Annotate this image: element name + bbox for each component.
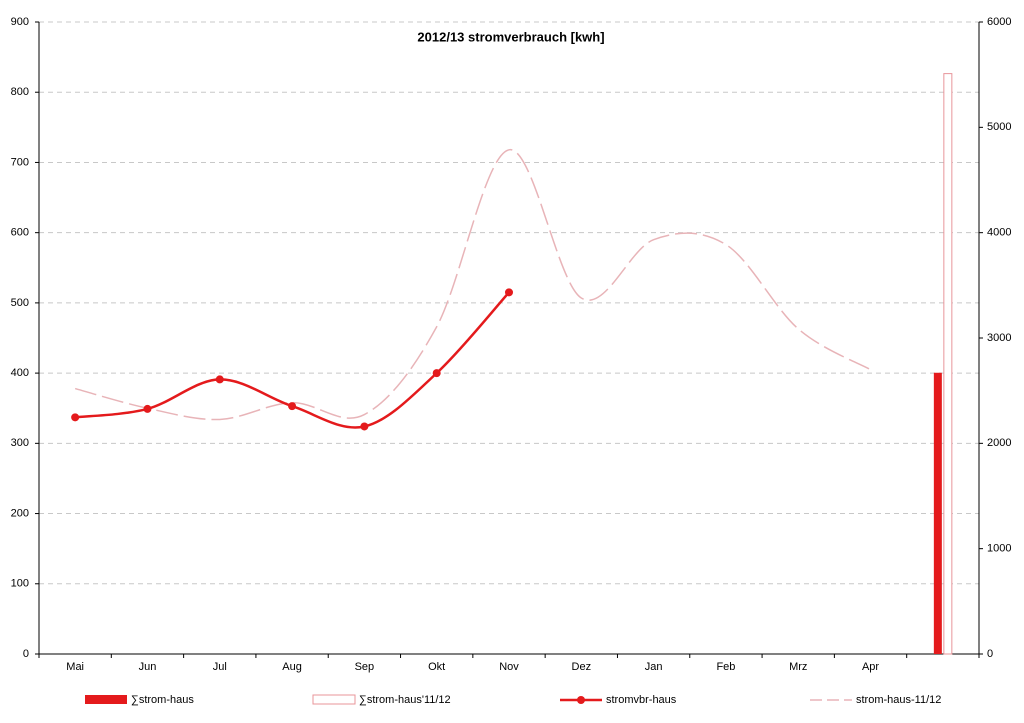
y2-tick-label: 1000	[987, 543, 1011, 555]
y2-tick-label: 5000	[987, 121, 1011, 133]
legend-label: stromvbr-haus	[606, 694, 677, 706]
line-marker	[143, 404, 152, 413]
x-tick-label: Jul	[213, 661, 227, 673]
x-tick-label: Nov	[499, 661, 519, 673]
line-marker	[360, 422, 369, 431]
line-marker	[215, 375, 224, 384]
y-tick-label: 300	[11, 437, 29, 449]
legend-label: ∑strom-haus'11/12	[359, 694, 451, 706]
x-tick-label: Dez	[572, 661, 592, 673]
x-tick-label: Mrz	[789, 661, 807, 673]
line-marker	[505, 288, 513, 297]
y-tick-label: 700	[11, 156, 29, 168]
legend-label: ∑strom-haus	[131, 694, 194, 706]
legend-marker	[577, 696, 585, 704]
x-tick-label: Jan	[645, 661, 663, 673]
y-tick-label: 800	[11, 86, 29, 98]
x-tick-label: Okt	[428, 661, 445, 673]
y-tick-label: 500	[11, 297, 29, 309]
bar	[943, 73, 953, 655]
y-tick-label: 0	[23, 648, 29, 660]
chart-title: 2012/13 stromverbrauch [kwh]	[417, 29, 604, 44]
y-tick-label: 600	[11, 227, 29, 239]
x-tick-label: Aug	[282, 661, 302, 673]
y-tick-label: 200	[11, 507, 29, 519]
line-marker	[432, 369, 441, 378]
y2-tick-label: 2000	[987, 437, 1011, 449]
x-tick-label: Feb	[716, 661, 735, 673]
x-tick-label: Jun	[139, 661, 157, 673]
y2-tick-label: 3000	[987, 332, 1011, 344]
legend-swatch	[85, 695, 127, 704]
legend-swatch	[312, 694, 356, 705]
y-tick-label: 900	[11, 16, 29, 28]
x-tick-label: Sep	[355, 661, 375, 673]
y2-tick-label: 0	[987, 648, 993, 660]
bar	[933, 372, 942, 654]
y2-tick-label: 6000	[987, 16, 1011, 28]
line-marker	[71, 413, 80, 422]
x-tick-label: Mai	[66, 661, 84, 673]
y2-tick-label: 4000	[987, 227, 1011, 239]
line	[74, 149, 871, 421]
line-marker	[288, 402, 297, 411]
y-tick-label: 100	[11, 578, 29, 590]
y-tick-label: 400	[11, 367, 29, 379]
x-tick-label: Apr	[862, 661, 879, 673]
legend-label: strom-haus-11/12	[856, 694, 941, 706]
